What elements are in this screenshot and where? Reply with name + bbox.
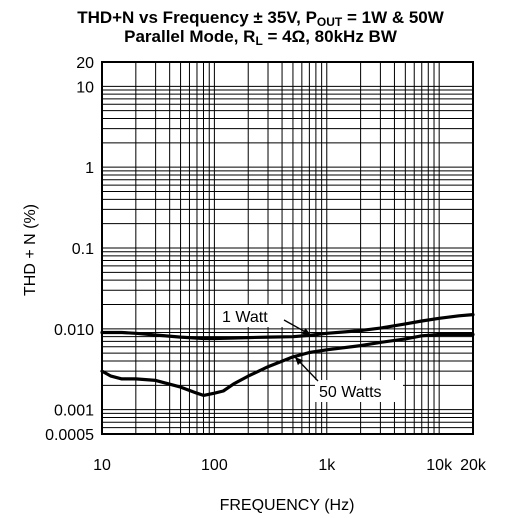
grid [101,61,474,435]
x-tick-label: 10 [93,457,111,474]
annotation-1-watt-arrowhead [302,328,311,335]
annotation-50-watts-arrowhead [294,356,303,366]
chart-title-line-1: THD+N vs Frequency ± 35V, POUT = 1W & 50… [0,8,521,29]
plot-frame [101,61,474,435]
title-line-1-subscript: OUT [316,15,343,29]
annotation-1-watt-label-background [218,305,284,327]
y-tick-label: 1 [85,160,94,177]
title-line-2-suffix: = 4Ω, 80kHz BW [262,27,397,46]
y-tick-label: 0.1 [72,241,94,258]
chart-title-line-2: Parallel Mode, RL = 4Ω, 80kHz BW [0,27,521,48]
plot-border [101,61,474,435]
x-axis-label: FREQUENCY (Hz) [220,497,355,514]
annotation-1-watt-annotation: 1 Watt [222,309,268,326]
annotations: 1 Watt 50 Watts [218,305,403,402]
title-line-2-subscript: L [255,34,263,48]
y-tick-label: 20 [76,55,94,72]
annotation-50-watts-annotation: 50 Watts [319,384,382,401]
y-tick-label: 0.0005 [45,427,94,444]
tick-labels: 10 100 1k 10k 20k 20 10 1 0.1 0.010 0.001 0.0005 [45,55,487,474]
title-line-1-suffix: = 1W & 50W [342,8,444,27]
x-tick-label: 100 [201,457,228,474]
y-axis-label: THD + N (%) [22,204,39,296]
x-tick-label: 10k [426,457,453,474]
y-tick-label: 0.010 [54,322,94,339]
title-line-2-text: Parallel Mode, R [124,27,256,46]
y-tick-label: 10 [76,79,94,96]
series-line-50-watts [100,332,475,397]
y-tick-label: 0.001 [54,403,94,420]
series-line-1-watt [100,313,475,341]
annotation-50-watts-label-background [315,380,403,402]
x-tick-label: 1k [318,457,336,474]
title-line-1-text: THD+N vs Frequency ± 35V, P [77,8,317,27]
x-tick-label: 20k [460,457,487,474]
series-group [100,313,475,397]
